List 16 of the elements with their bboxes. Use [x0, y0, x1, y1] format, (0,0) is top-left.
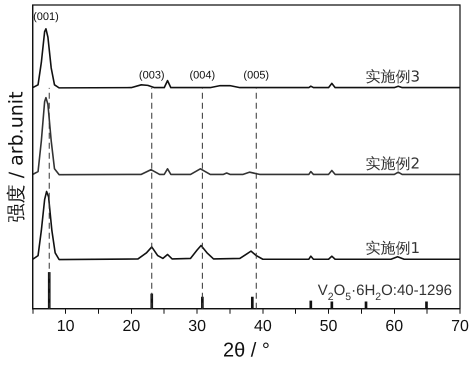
y-axis-title: 强度 / arb.unit: [5, 91, 28, 222]
x-tick-label: 60: [385, 318, 404, 335]
x-tick-label: 70: [451, 318, 469, 335]
x-axis-title: 2θ / °: [222, 340, 270, 362]
annotation: (003): [138, 70, 165, 82]
series-label: 实施例3: [365, 68, 420, 86]
x-tick-label: 40: [254, 318, 272, 335]
x-tick-label: 30: [188, 318, 206, 335]
x-tick-label: 10: [56, 318, 75, 335]
annotation: (005): [243, 70, 270, 82]
series-label: 实施例2: [365, 154, 420, 172]
x-tick-label: 20: [122, 318, 140, 335]
x-tick-label: 50: [320, 318, 338, 335]
series-label: 实施例1: [365, 239, 420, 258]
annotation: (001): [33, 10, 59, 23]
annotation: (004): [190, 70, 216, 82]
